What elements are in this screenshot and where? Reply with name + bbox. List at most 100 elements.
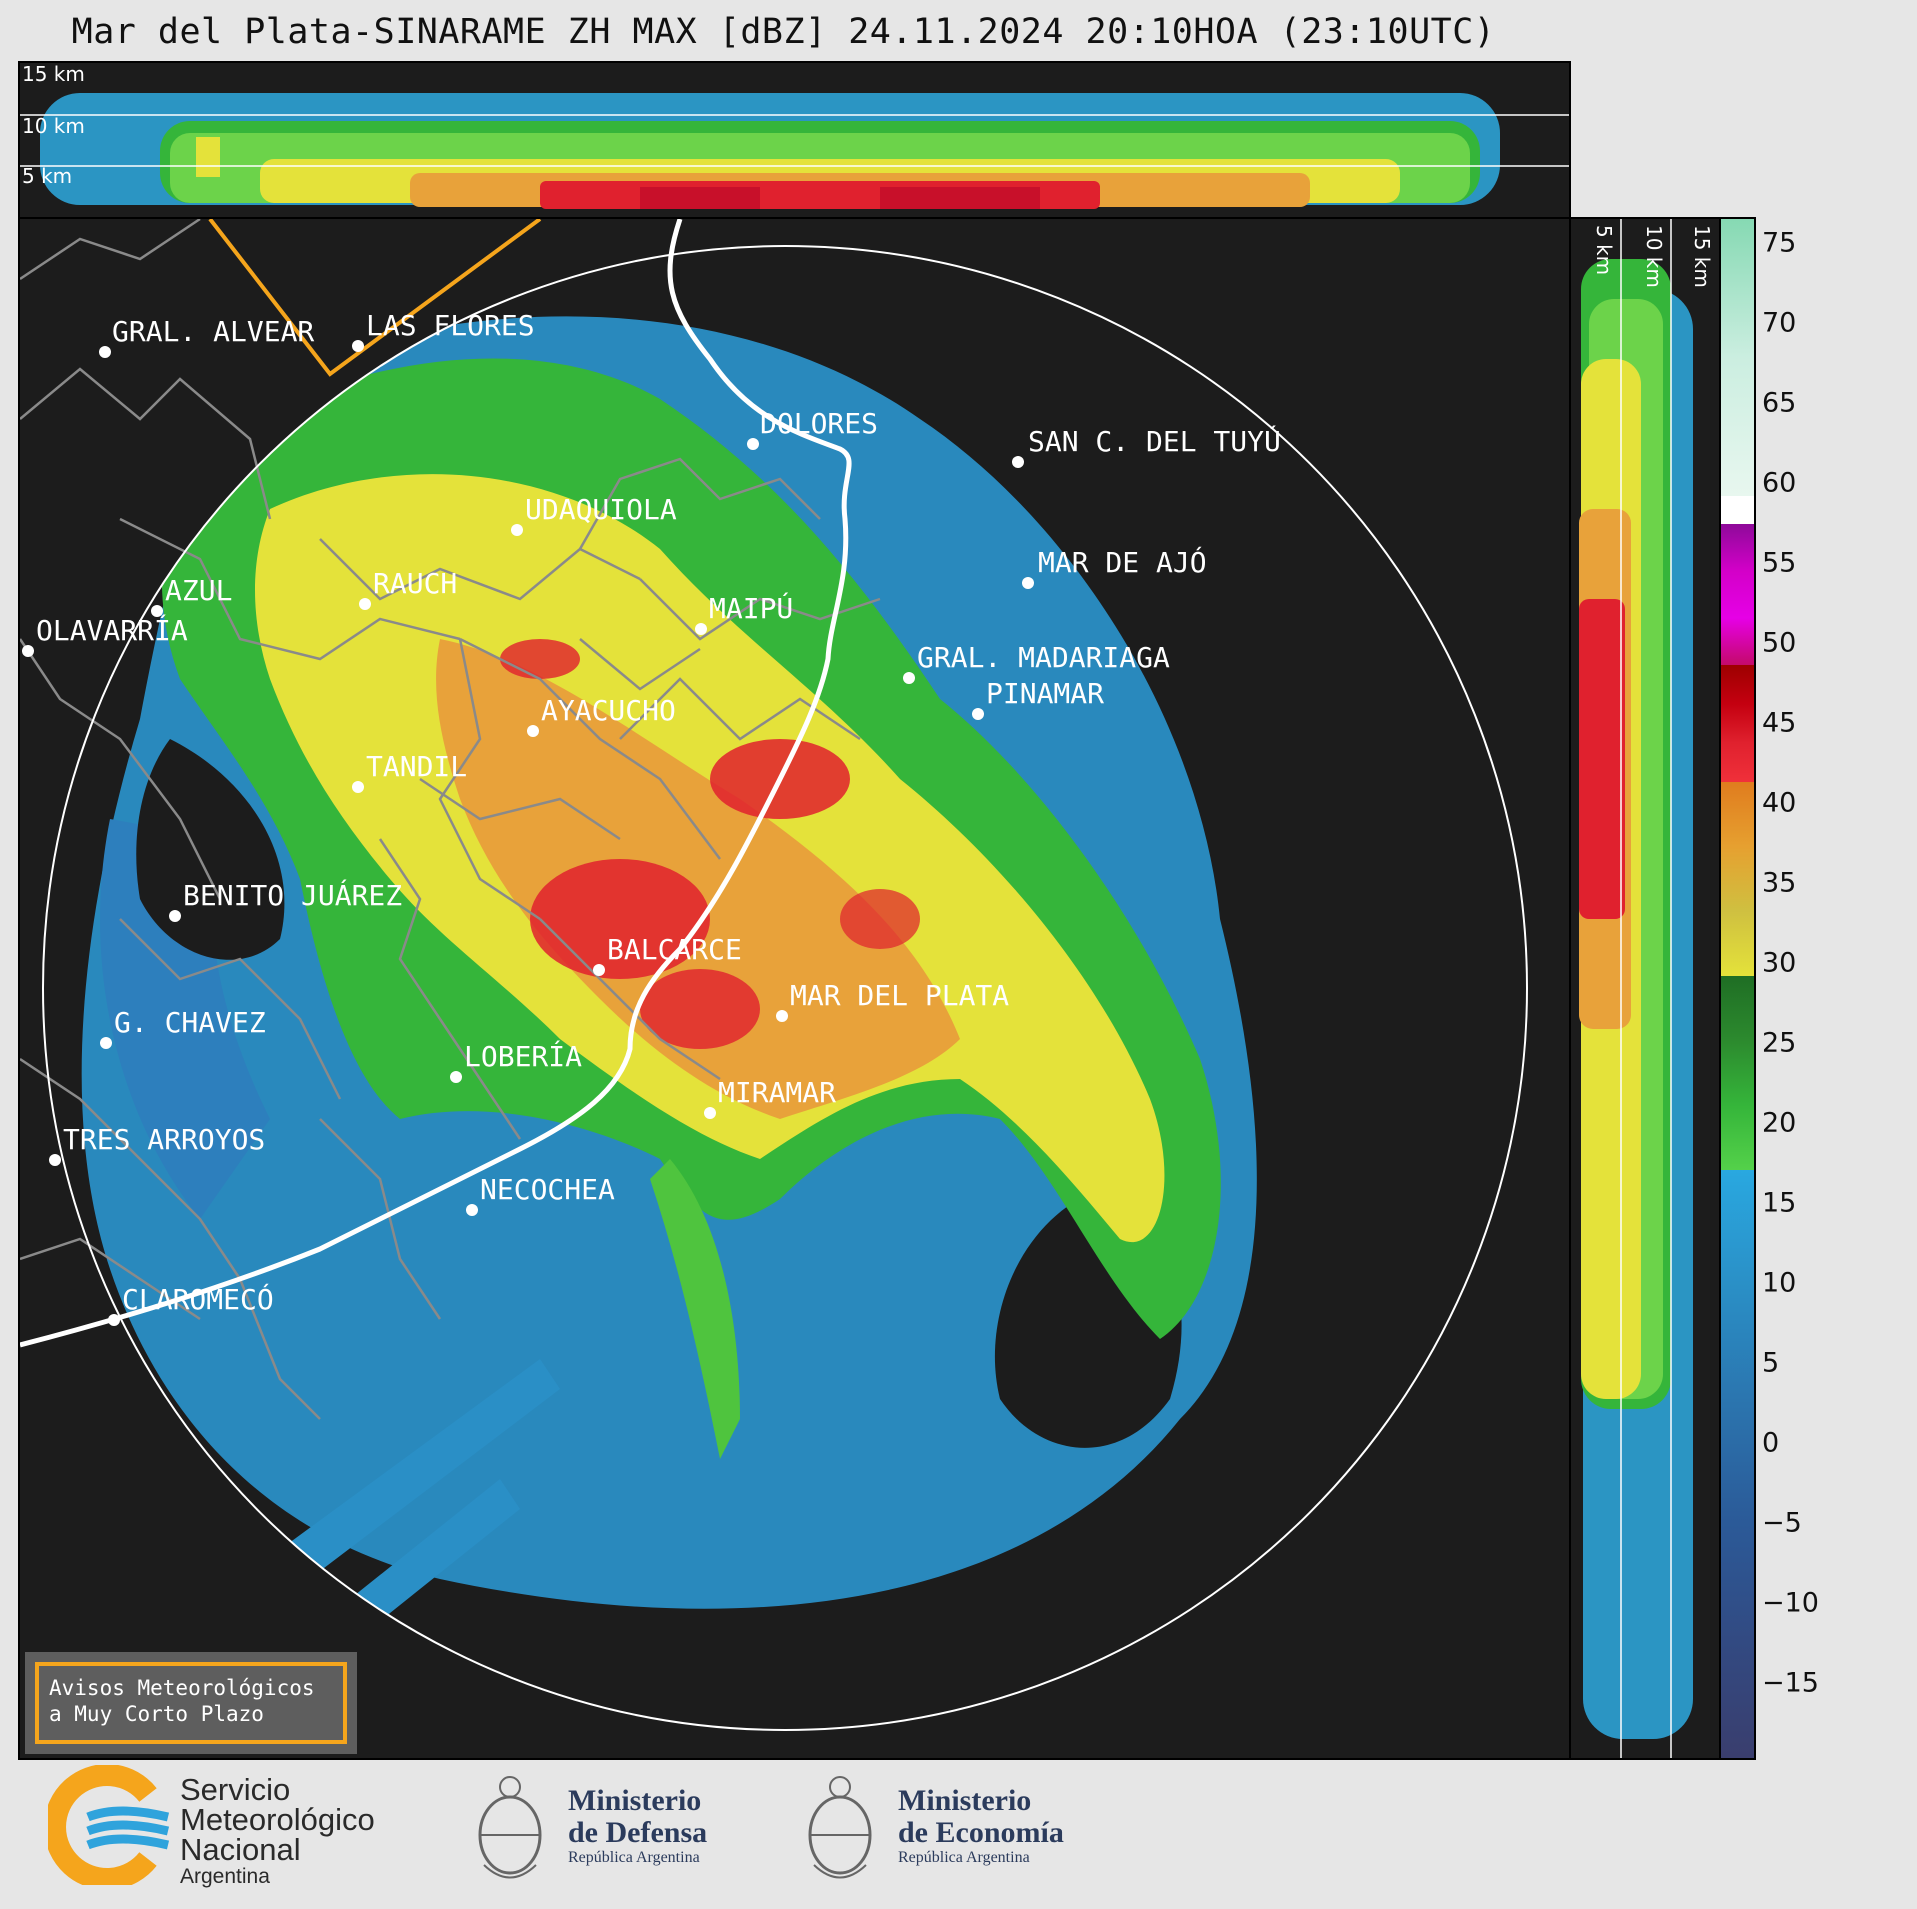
city-san-c-del-tuyu: SAN C. DEL TUYÚ xyxy=(1012,424,1281,468)
smn-country: Argentina xyxy=(180,1865,270,1888)
colorbar-tick-0: 0 xyxy=(1762,1427,1780,1459)
svg-text:RAUCH: RAUCH xyxy=(373,567,457,600)
colorbar-tick-minus15: −15 xyxy=(1762,1667,1819,1699)
top-cross-section-plot: 15 km 10 km 5 km xyxy=(20,63,1569,209)
defensa-sub: República Argentina xyxy=(568,1849,700,1866)
boundary-lines xyxy=(20,219,881,1420)
argentina-coat-of-arms-icon xyxy=(808,1776,872,1879)
city-benito-juarez: BENITO JUÁREZ xyxy=(169,878,402,922)
colorbar-tick-25: 25 xyxy=(1762,1027,1797,1059)
top-height-label-10: 10 km xyxy=(22,114,85,138)
top-height-label-15: 15 km xyxy=(22,63,85,86)
colorbar-segment-red xyxy=(1721,665,1754,783)
svg-text:TRES ARROYOS: TRES ARROYOS xyxy=(63,1123,265,1156)
svg-text:GRAL. ALVEAR: GRAL. ALVEAR xyxy=(112,315,314,348)
city-gral-madariaga: GRAL. MADARIAGA xyxy=(903,641,1170,684)
svg-text:LAS FLORES: LAS FLORES xyxy=(366,309,535,342)
economia-sub: República Argentina xyxy=(898,1849,1030,1866)
city-azul: AZUL xyxy=(151,574,232,617)
side-height-label-10: 10 km xyxy=(1642,225,1666,288)
warning-notice-frame: Avisos Meteorológicos a Muy Corto Plazo xyxy=(35,1662,347,1744)
ministerio-defensa-logo: Ministerio de Defensa República Argentin… xyxy=(470,1765,707,1895)
svg-text:AZUL: AZUL xyxy=(165,574,232,607)
city-pinamar: PINAMAR xyxy=(972,677,1104,720)
colorbar-tick-5: 5 xyxy=(1762,1347,1780,1379)
colorbar-tick-30: 30 xyxy=(1762,947,1797,979)
colorbar-tick-60: 60 xyxy=(1762,467,1797,499)
svg-text:MAIPÚ: MAIPÚ xyxy=(709,591,793,625)
radar-map: GRAL. ALVEAR LAS FLORES DOLORES SAN C. D… xyxy=(20,219,1528,1731)
colorbar-segment-teal xyxy=(1721,219,1754,497)
warning-area-outline xyxy=(208,219,542,377)
svg-text:AYACUCHO: AYACUCHO xyxy=(541,694,676,727)
city-mar-del-plata: MAR DEL PLATA xyxy=(776,979,1009,1022)
side-height-label-5: 5 km xyxy=(1592,225,1616,275)
colorbar-tick-55: 55 xyxy=(1762,547,1797,579)
svg-text:SAN C. DEL TUYÚ: SAN C. DEL TUYÚ xyxy=(1028,424,1281,458)
city-balcarce: BALCARCE xyxy=(593,933,742,976)
svg-text:BENITO JUÁREZ: BENITO JUÁREZ xyxy=(183,878,402,912)
colorbar-tick-75: 75 xyxy=(1762,227,1797,259)
top-height-label-5: 5 km xyxy=(22,164,72,188)
radar-map-panel: GRAL. ALVEAR LAS FLORES DOLORES SAN C. D… xyxy=(18,217,1571,1760)
city-maipu: MAIPÚ xyxy=(695,591,793,635)
smn-line-1: Servicio xyxy=(180,1772,291,1807)
colorbar-tick-labels: 75 70 65 60 55 50 45 40 35 30 25 20 15 1… xyxy=(1762,217,1902,1760)
colorbar-tick-65: 65 xyxy=(1762,387,1797,419)
colorbar-tick-minus10: −10 xyxy=(1762,1587,1819,1619)
svg-text:PINAMAR: PINAMAR xyxy=(986,677,1104,710)
notice-line-2: a Muy Corto Plazo xyxy=(49,1702,264,1726)
colorbar-tick-45: 45 xyxy=(1762,707,1797,739)
side-cross-section-panel: 5 km 10 km 15 km xyxy=(1569,217,1721,1760)
city-ayacucho: AYACUCHO xyxy=(527,694,676,737)
ministerio-economia-logo: Ministerio de Economía República Argenti… xyxy=(800,1765,1064,1895)
svg-text:MAR DEL PLATA: MAR DEL PLATA xyxy=(790,979,1009,1012)
city-las-flores: LAS FLORES xyxy=(352,309,535,352)
city-tres-arroyos: TRES ARROYOS xyxy=(49,1123,265,1166)
colorbar-tick-minus5: −5 xyxy=(1762,1507,1802,1539)
svg-text:OLAVARRÍA: OLAVARRÍA xyxy=(36,613,188,647)
colorbar-tick-10: 10 xyxy=(1762,1267,1797,1299)
range-ring xyxy=(42,245,1528,1731)
smn-logo: Servicio Meteorológico Nacional Argentin… xyxy=(48,1765,375,1888)
svg-text:BALCARCE: BALCARCE xyxy=(607,933,742,966)
city-claromeco: CLAROMECÓ xyxy=(108,1282,274,1326)
colorbar-tick-15: 15 xyxy=(1762,1187,1797,1219)
svg-text:MIRAMAR: MIRAMAR xyxy=(718,1076,836,1109)
defensa-line-1: Ministerio xyxy=(568,1784,702,1817)
colorbar-tick-20: 20 xyxy=(1762,1107,1797,1139)
smn-line-2: Meteorológico xyxy=(180,1802,375,1837)
svg-text:TANDIL: TANDIL xyxy=(366,750,467,783)
colorbar-segment-blue xyxy=(1721,1170,1754,1758)
city-dolores: DOLORES xyxy=(747,407,878,450)
colorbar-segment-green xyxy=(1721,976,1754,1171)
argentina-coat-of-arms-icon xyxy=(478,1776,542,1879)
svg-text:NECOCHEA: NECOCHEA xyxy=(480,1173,615,1206)
colorbar-tick-35: 35 xyxy=(1762,867,1797,899)
city-loberia: LOBERÍA xyxy=(450,1039,582,1083)
svg-text:DOLORES: DOLORES xyxy=(760,407,878,440)
svg-text:CLAROMECÓ: CLAROMECÓ xyxy=(122,1282,274,1316)
top-cross-section-panel: 15 km 10 km 5 km xyxy=(18,61,1571,219)
colorbar-tick-50: 50 xyxy=(1762,627,1797,659)
city-udaquiola: UDAQUIOLA xyxy=(511,493,677,536)
city-miramar: MIRAMAR xyxy=(704,1076,836,1119)
city-olavarria: OLAVARRÍA xyxy=(22,613,188,657)
colorbar-tick-40: 40 xyxy=(1762,787,1797,819)
page-title: Mar del Plata-SINARAME ZH MAX [dBZ] 24.1… xyxy=(71,12,1496,52)
coastline xyxy=(20,219,852,1348)
economia-line-2: de Economía xyxy=(898,1816,1064,1849)
colorbar xyxy=(1719,217,1756,1760)
side-height-label-15: 15 km xyxy=(1690,225,1714,288)
svg-text:UDAQUIOLA: UDAQUIOLA xyxy=(525,493,677,526)
defensa-line-2: de Defensa xyxy=(568,1816,708,1849)
city-necochea: NECOCHEA xyxy=(466,1173,615,1216)
city-markers: GRAL. ALVEAR LAS FLORES DOLORES SAN C. D… xyxy=(22,309,1281,1326)
svg-text:MAR DE AJÓ: MAR DE AJÓ xyxy=(1038,545,1207,579)
side-cross-section-plot: 5 km 10 km 15 km xyxy=(1579,219,1714,1758)
economia-line-1: Ministerio xyxy=(898,1784,1032,1817)
notice-line-1: Avisos Meteorológicos xyxy=(49,1676,315,1700)
city-gral-alvear: GRAL. ALVEAR xyxy=(99,315,314,358)
colorbar-segment-white xyxy=(1721,496,1754,524)
colorbar-segment-magenta xyxy=(1721,523,1754,666)
